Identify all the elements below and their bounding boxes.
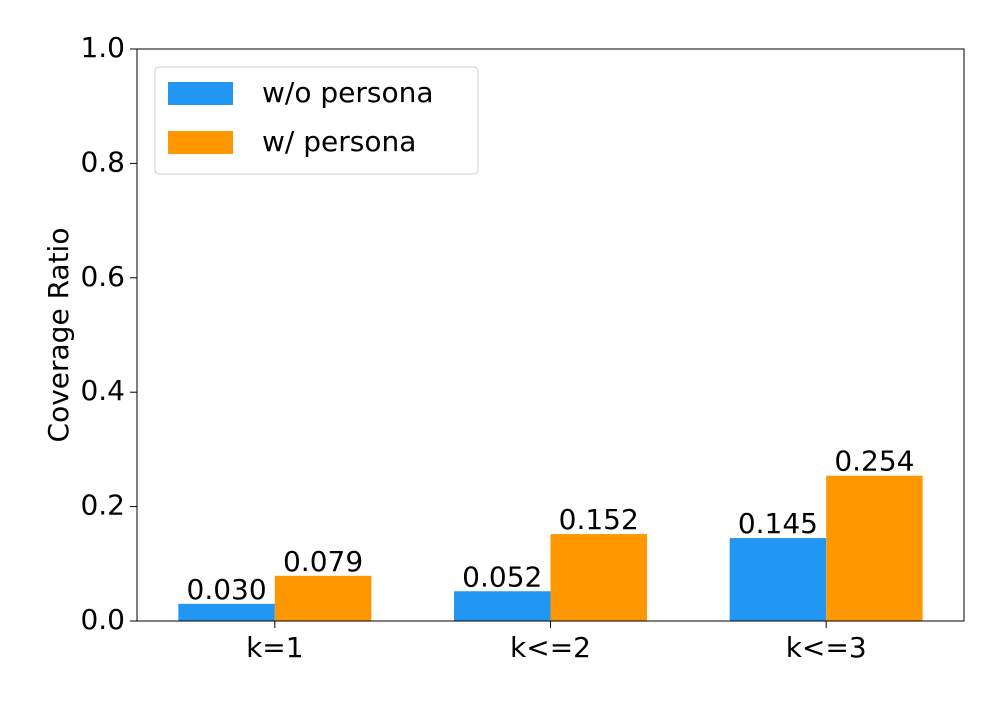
y-tick-label: 0.8 bbox=[80, 145, 125, 178]
legend-swatch bbox=[168, 82, 233, 105]
value-label: 0.052 bbox=[462, 560, 542, 593]
x-tick-label: k<=3 bbox=[786, 631, 867, 664]
y-tick-label: 1.0 bbox=[80, 31, 125, 64]
legend-label: w/ persona bbox=[262, 125, 416, 158]
y-tick-label: 0.2 bbox=[80, 489, 125, 522]
value-label: 0.030 bbox=[187, 573, 267, 606]
bar bbox=[729, 538, 827, 621]
legend-swatch bbox=[168, 131, 233, 154]
y-tick-label: 0.4 bbox=[80, 374, 125, 407]
x-tick-label: k=1 bbox=[246, 631, 304, 664]
legend-label: w/o persona bbox=[262, 76, 434, 109]
x-tick-label: k<=2 bbox=[510, 631, 591, 664]
value-label: 0.254 bbox=[834, 445, 914, 478]
y-tick-label: 0.0 bbox=[80, 603, 125, 636]
value-label: 0.152 bbox=[559, 503, 639, 536]
bar bbox=[550, 534, 647, 621]
bar bbox=[826, 475, 923, 621]
y-axis-label: Coverage Ratio bbox=[42, 228, 75, 443]
value-label: 0.145 bbox=[738, 507, 818, 540]
y-tick-label: 0.6 bbox=[80, 260, 125, 293]
plot-frame bbox=[136, 48, 965, 622]
bar bbox=[274, 575, 372, 621]
bar bbox=[454, 591, 551, 621]
legend-box bbox=[154, 66, 479, 175]
value-label: 0.079 bbox=[283, 545, 363, 578]
bar bbox=[178, 603, 275, 621]
